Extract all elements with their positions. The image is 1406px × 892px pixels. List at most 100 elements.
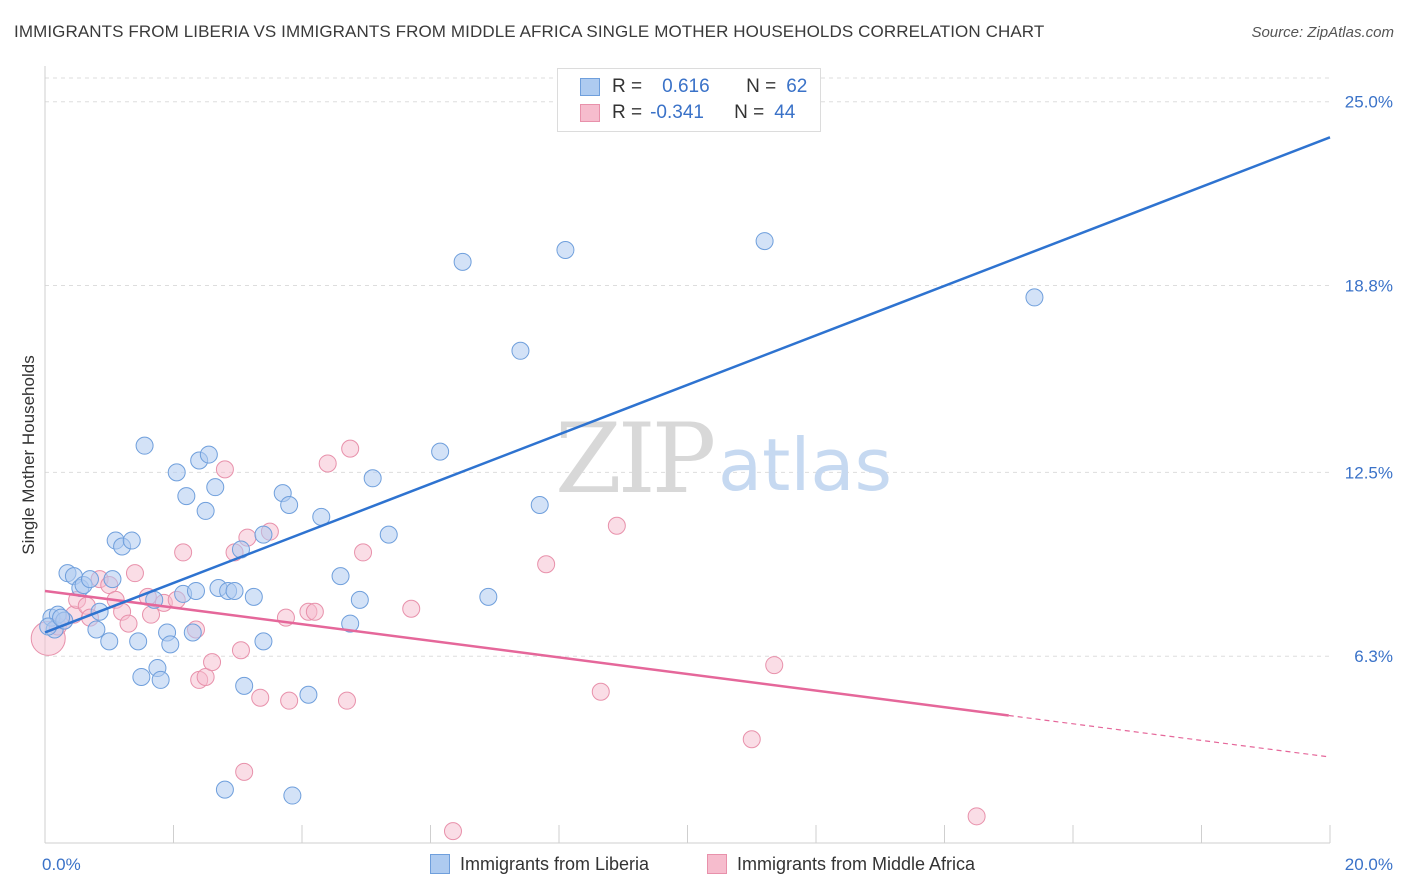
liberia-point	[135, 436, 154, 455]
liberia-point	[186, 581, 205, 600]
y-tick-labels: 6.3% 12.5% 18.8% 25.0%	[1345, 93, 1393, 666]
middle-africa-point	[235, 762, 254, 781]
liberia-point	[280, 495, 299, 514]
middle-africa-point	[305, 602, 324, 621]
liberia-point	[225, 581, 244, 600]
middle-africa-point	[402, 599, 421, 618]
middle-africa-point	[742, 730, 761, 749]
liberia-point	[511, 341, 530, 360]
liberia-point	[379, 525, 398, 544]
middle-africa-point	[318, 454, 337, 473]
bottom-legend-liberia: Immigrants from Liberia	[430, 851, 649, 877]
y-tick-label: 6.3%	[1354, 647, 1393, 666]
middle-africa-trend-extension	[1008, 714, 1331, 758]
liberia-point	[167, 463, 186, 482]
bottom-legend-swatch-middle-africa	[707, 854, 727, 874]
legend-r-value: -0.341	[650, 102, 704, 123]
legend-r-label: R =	[612, 102, 643, 123]
liberia-point	[556, 240, 575, 259]
liberia-point	[183, 623, 202, 642]
liberia-point	[331, 567, 350, 586]
liberia-point	[103, 570, 122, 589]
x-tick-labels: 0.0% 20.0%	[42, 855, 1393, 874]
liberia-point	[299, 685, 318, 704]
legend-swatch-middle-africa	[580, 104, 600, 122]
liberia-point	[530, 495, 549, 514]
legend-r-value: 0.616	[662, 76, 710, 97]
legend-n-value: 62	[786, 76, 808, 97]
legend-row-middle-africa: R = -0.341 N = 44	[580, 101, 795, 125]
liberia-point	[80, 570, 99, 589]
legend-r-label: R =	[612, 76, 643, 97]
legend-n-label: N =	[746, 76, 777, 97]
bottom-legend-label-middle-africa: Immigrants from Middle Africa	[737, 853, 976, 874]
liberia-point	[129, 632, 148, 651]
legend-n-label: N =	[734, 102, 765, 123]
liberia-point	[199, 445, 218, 464]
liberia-point	[1025, 288, 1044, 307]
liberia-point	[431, 442, 450, 461]
legend-n-value: 44	[774, 102, 796, 123]
middle-africa-point	[607, 516, 626, 535]
liberia-point	[350, 590, 369, 609]
watermark: ZIP atlas	[555, 403, 892, 515]
y-tick-label: 18.8%	[1345, 277, 1393, 296]
correlation-legend: R = 0.616 N = 62 R = -0.341 N = 44	[557, 68, 821, 132]
middle-africa-point	[125, 564, 144, 583]
axis-x	[44, 66, 1331, 844]
liberia-point	[215, 780, 234, 799]
x-tick-label: 0.0%	[42, 855, 81, 874]
middle-africa-point	[203, 653, 222, 672]
bottom-legend-middle-africa: Immigrants from Middle Africa	[707, 851, 975, 877]
liberia-point	[206, 478, 225, 497]
y-axis-label: Single Mother Households	[19, 355, 38, 554]
middle-africa-point	[537, 555, 556, 574]
middle-africa-point	[215, 460, 234, 479]
liberia-point	[122, 531, 141, 550]
middle-africa-point	[337, 691, 356, 710]
liberia-point	[755, 232, 774, 251]
liberia-point	[235, 676, 254, 695]
liberia-point	[341, 614, 360, 633]
bottom-legend-label-liberia: Immigrants from Liberia	[460, 853, 650, 874]
liberia-point	[177, 487, 196, 506]
grid-lines	[45, 77, 1330, 657]
watermark-zip: ZIP	[555, 403, 714, 515]
liberia-point	[254, 632, 273, 651]
middle-africa-point	[231, 641, 250, 660]
middle-africa-point	[341, 439, 360, 458]
middle-africa-point	[591, 682, 610, 701]
liberia-point	[100, 632, 119, 651]
source-label: Source: ZipAtlas.com	[1251, 24, 1394, 41]
points-liberia	[39, 232, 1044, 805]
liberia-point	[479, 587, 498, 606]
middle-africa-point	[174, 543, 193, 562]
middle-africa-point	[251, 688, 270, 707]
trend-lines	[44, 136, 1331, 758]
y-tick-label: 25.0%	[1345, 93, 1393, 112]
watermark-atlas: atlas	[718, 423, 892, 507]
y-tick-label: 12.5%	[1345, 463, 1393, 482]
middle-africa-point	[967, 807, 986, 826]
liberia-point	[87, 620, 106, 639]
middle-africa-point	[354, 543, 373, 562]
middle-africa-point	[119, 614, 138, 633]
legend-swatch-liberia	[580, 78, 600, 96]
x-tick-label: 20.0%	[1345, 855, 1393, 874]
middle-africa-point	[280, 691, 299, 710]
bottom-legend-swatch-liberia	[430, 854, 450, 874]
legend-row-liberia: R = 0.616 N = 62	[580, 75, 807, 99]
liberia-point	[151, 670, 170, 689]
middle-africa-point	[142, 605, 161, 624]
chart-title: IMMIGRANTS FROM LIBERIA VS IMMIGRANTS FR…	[14, 22, 1045, 41]
liberia-point	[254, 525, 273, 544]
liberia-point	[363, 469, 382, 488]
middle-africa-point	[196, 667, 215, 686]
liberia-point	[196, 501, 215, 520]
liberia-point	[453, 252, 472, 271]
liberia-trend-line	[44, 136, 1331, 634]
middle-africa-point	[443, 822, 462, 841]
liberia-point	[244, 587, 263, 606]
middle-africa-point	[765, 656, 784, 675]
